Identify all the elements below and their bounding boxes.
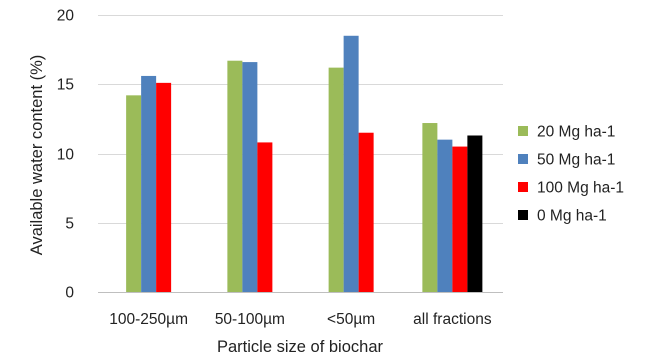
bar-3-4: [452, 146, 468, 292]
bar-3-2: [257, 142, 273, 292]
x-axis-title: Particle size of biochar: [217, 338, 383, 356]
bar-2-1: [141, 75, 157, 292]
bar-2-3: [343, 35, 359, 293]
bar-2-2: [242, 62, 258, 293]
x-tick-label: all fractions: [413, 311, 492, 328]
y-tick-label: 5: [65, 216, 74, 233]
legend-swatch: [518, 182, 528, 192]
bar-3-3: [358, 132, 374, 292]
bars: [126, 35, 483, 293]
y-tick-label: 15: [57, 77, 74, 94]
x-tick-label: 100-250µm: [109, 311, 188, 328]
legend-label: 20 Mg ha-1: [537, 124, 615, 141]
legend-label: 100 Mg ha-1: [537, 180, 624, 197]
axes: Available water content (%) Particle siz…: [28, 8, 492, 357]
x-tick-label: <50µm: [327, 311, 375, 328]
bar-3-1: [156, 82, 172, 293]
bar-1-1: [126, 95, 142, 292]
y-tick-label: 0: [65, 285, 74, 302]
bar-4-4: [467, 135, 483, 292]
legend-label: 50 Mg ha-1: [537, 152, 615, 169]
bar-1-2: [227, 60, 243, 292]
bar-2-4: [437, 139, 453, 292]
legend-swatch: [518, 210, 528, 220]
legend-swatch: [518, 126, 528, 136]
legend-item: 20 Mg ha-1: [518, 124, 615, 141]
legend-item: 100 Mg ha-1: [518, 180, 624, 197]
y-axis-title: Available water content (%): [28, 55, 46, 256]
bar-1-3: [328, 67, 344, 292]
y-tick-label: 10: [57, 147, 75, 164]
legend-item: 50 Mg ha-1: [518, 152, 615, 169]
legend-label: 0 Mg ha-1: [537, 208, 607, 225]
legend-swatch: [518, 154, 528, 164]
y-tick-label: 20: [57, 8, 75, 25]
bar-1-4: [422, 123, 438, 292]
legend: 20 Mg ha-1 50 Mg ha-1 100 Mg ha-1 0 Mg ha-1: [518, 124, 624, 225]
legend-item: 0 Mg ha-1: [518, 208, 607, 225]
x-tick-label: 50-100µm: [215, 311, 285, 328]
